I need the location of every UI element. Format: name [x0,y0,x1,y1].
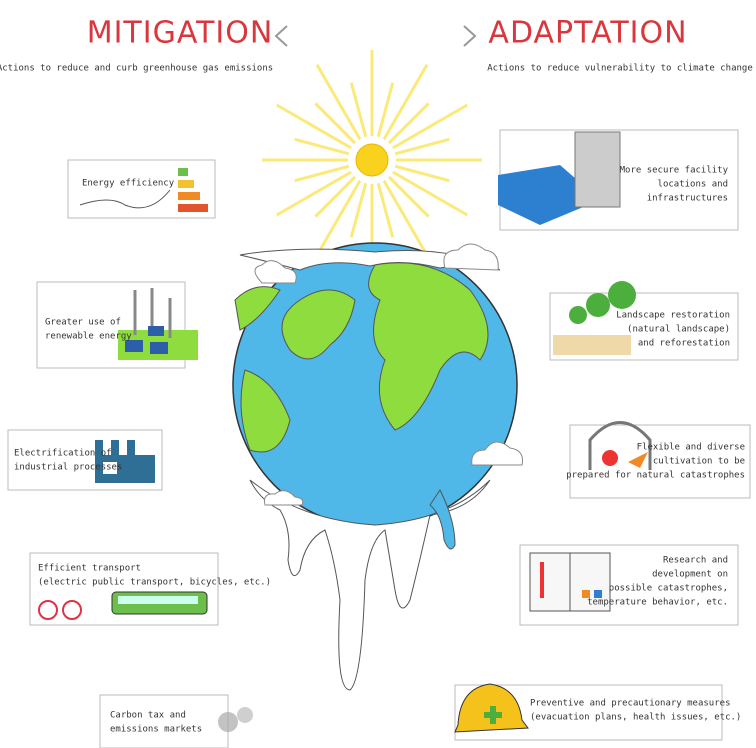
item-label: More secure facility [620,166,729,176]
item-label: Efficient transport [38,564,141,574]
item-box [100,695,228,748]
buildings [575,132,620,207]
item-label: (electric public transport, bicycles, et… [38,578,271,588]
item-label: development on [652,570,728,580]
arrow-right [464,26,475,46]
item-label: Landscape restoration [616,311,730,321]
infographic: MITIGATION Actions to reduce and curb gr… [0,0,756,748]
item-label: renewable energy [45,332,132,342]
adaptation-title: ADAPTATION [488,16,687,51]
energy-bar [178,192,200,200]
item-label: Carbon tax and [110,711,186,721]
item-label: Flexible and diverse [637,443,745,453]
item-label: temperature behavior, etc. [587,598,728,608]
energy-bar [178,180,194,188]
item-label: and reforestation [638,339,730,349]
smoke [218,712,238,732]
item-label: (natural landscape) [627,325,730,335]
item-label: (evacuation plans, health issues, etc.) [530,713,741,723]
adaptation-subtitle: Actions to reduce vulnerability to clima… [487,64,753,74]
solar-panel [125,340,143,352]
item-label: cultivation to be [653,457,745,467]
energy-bar [178,168,188,176]
mitigation-subtitle: Actions to reduce and curb greenhouse ga… [0,64,273,74]
item-label: Greater use of [45,318,121,328]
item-label: industrial processes [14,463,122,473]
item-label: locations and [658,180,728,190]
tree [608,281,636,309]
solar-panel [150,342,168,354]
tomato [602,450,618,466]
thermometer [540,562,544,598]
sun [356,144,388,176]
mitigation-title: MITIGATION [87,16,274,51]
item-label: infrastructures [647,194,728,204]
smoke [237,707,253,723]
tree [586,293,610,317]
energy-bar [178,204,208,212]
arrow-left [276,26,287,46]
solar-panel [148,326,164,336]
item-label: possible catastrophes, [609,584,728,594]
item-label: emissions markets [110,725,202,735]
item-label: Energy efficiency [82,179,175,189]
item-label: Preventive and precautionary measures [530,699,730,709]
item-label: Research and [663,556,728,566]
item-label: prepared for natural catastrophes [566,471,745,481]
item-label: Electrification of [14,449,112,459]
tree [569,306,587,324]
bus-windows [118,596,198,604]
globe [233,243,523,690]
soil [553,335,631,355]
